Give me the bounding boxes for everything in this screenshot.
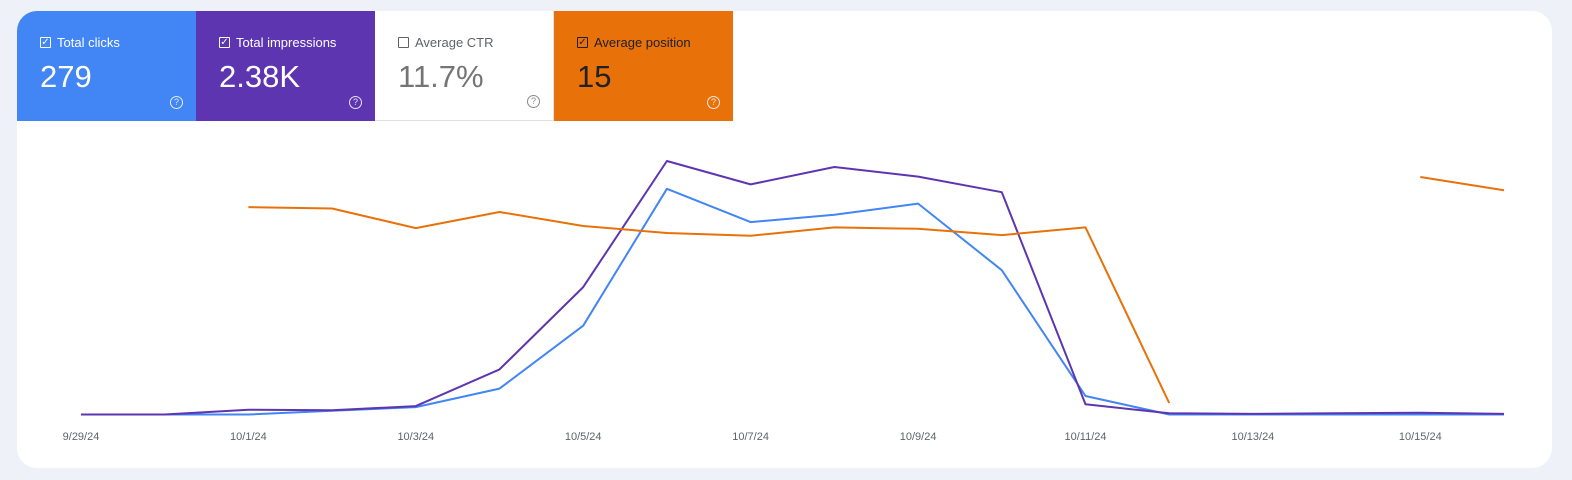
x-tick-label: 10/13/24 [1231,431,1274,443]
x-tick-label: 10/3/24 [397,431,434,443]
series-line-total-impressions [81,160,1505,416]
checkbox-checked-icon[interactable]: ✓ [219,36,230,48]
metric-value: 11.7% [398,59,484,94]
x-tick-label: 10/11/24 [1064,431,1106,443]
metric-label: Average position [594,35,691,50]
metric-label-row: ✓ Total impressions [219,35,336,50]
x-tick-label: 10/7/24 [732,431,769,443]
metric-value: 279 [40,59,92,94]
x-tick-label: 10/1/24 [230,431,267,443]
metric-label: Total impressions [236,35,337,50]
help-icon[interactable]: ? [707,96,720,109]
metric-value: 15 [577,59,612,94]
metric-total-clicks[interactable]: ✓ Total clicks 279 ? [17,11,196,121]
x-tick-label: 10/5/24 [565,431,602,443]
help-icon[interactable]: ? [527,95,540,108]
metric-label-row: ✓ Average position [577,35,691,50]
metric-average-ctr[interactable]: Average CTR 11.7% ? [375,11,554,121]
metric-tabs: ✓ Total clicks 279 ? ✓ Total impressions… [17,11,733,121]
x-tick-label: 10/15/24 [1399,431,1442,443]
checkbox-checked-icon[interactable]: ✓ [577,36,588,48]
help-icon[interactable]: ? [170,96,183,109]
metric-label-row: ✓ Total clicks [40,35,120,50]
metric-label-row: Average CTR [398,35,494,50]
performance-card: ✓ Total clicks 279 ? ✓ Total impressions… [17,11,1552,468]
metric-label: Average CTR [415,35,494,50]
metric-label: Total clicks [57,35,120,50]
help-icon[interactable]: ? [349,96,362,109]
series-line-average-position-segment-1 [248,206,1171,404]
metric-average-position[interactable]: ✓ Average position 15 ? [554,11,733,121]
performance-line-chart: 9/29/24 10/1/24 10/3/24 10/5/24 10/7/24 10/9/… [63,160,1505,443]
metric-value: 2.38K [219,59,301,94]
series-line-average-position-segment-2 [1420,176,1505,192]
checkbox-checked-icon[interactable]: ✓ [40,36,51,48]
series-line-total-clicks [81,187,1504,416]
x-tick-label: 9/29/24 [63,431,100,443]
metric-total-impressions[interactable]: ✓ Total impressions 2.38K ? [196,11,375,121]
checkbox-unchecked-icon[interactable] [398,37,409,48]
x-tick-label: 10/9/24 [900,431,937,443]
